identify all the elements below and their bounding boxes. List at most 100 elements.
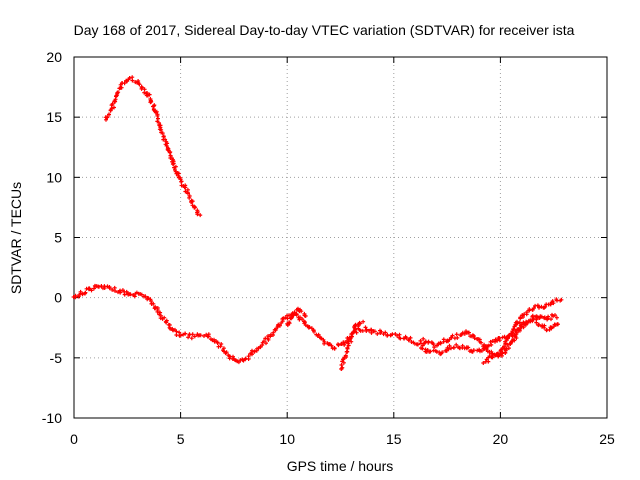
data-point (119, 85, 124, 90)
data-point (454, 332, 459, 337)
data-point (554, 315, 559, 320)
data-point (312, 329, 316, 334)
data-point (438, 341, 443, 346)
data-point (278, 323, 282, 328)
data-point (509, 340, 514, 345)
data-point (218, 344, 223, 349)
data-point (406, 338, 411, 343)
data-point (122, 81, 127, 86)
data-point (110, 102, 115, 106)
data-point (307, 325, 312, 330)
data-point (87, 286, 92, 291)
data-point (107, 112, 111, 117)
data-point (432, 345, 437, 350)
data-point (266, 337, 271, 342)
x-tick-label: 20 (493, 431, 509, 447)
data-point (404, 336, 409, 340)
data-point (156, 116, 160, 121)
data-point (497, 336, 502, 341)
data-point (273, 328, 278, 333)
data-point (329, 343, 334, 348)
data-point (553, 313, 557, 318)
data-point (112, 98, 117, 103)
data-point (490, 355, 495, 360)
data-point (397, 332, 402, 337)
series-early-arc (103, 75, 203, 218)
data-point (102, 286, 107, 290)
data-point (542, 325, 547, 330)
data-point (464, 329, 468, 334)
data-point (517, 320, 522, 325)
data-point (479, 340, 484, 345)
data-point (224, 350, 229, 355)
data-point (171, 161, 176, 166)
data-point (506, 336, 510, 341)
data-point (549, 317, 553, 322)
data-point (137, 82, 142, 87)
data-point (332, 346, 337, 350)
data-point (167, 150, 172, 155)
data-point (379, 329, 384, 334)
data-point (112, 285, 117, 290)
data-point (303, 314, 308, 318)
data-point (192, 334, 197, 339)
data-point (163, 137, 168, 142)
data-point (559, 297, 564, 302)
data-point (339, 363, 344, 367)
data-point (166, 146, 171, 151)
data-point (186, 191, 190, 196)
data-point (466, 345, 471, 350)
data-point (490, 339, 495, 343)
y-tick-label: 5 (54, 230, 62, 246)
y-tick-label: -5 (50, 350, 63, 366)
data-point (198, 333, 203, 338)
data-point (450, 333, 455, 338)
data-point (349, 339, 354, 344)
data-point (455, 335, 460, 340)
data-point (158, 125, 163, 130)
data-point (534, 320, 539, 325)
data-point (554, 297, 559, 302)
data-point (549, 325, 554, 330)
data-point (122, 292, 127, 297)
data-point (105, 115, 110, 120)
data-point (421, 336, 426, 341)
x-tick-label: 15 (386, 431, 402, 447)
y-tick-label: 20 (46, 49, 62, 65)
data-point (452, 345, 456, 350)
y-tick-label: 10 (46, 169, 62, 185)
data-point (530, 313, 535, 318)
data-point (441, 337, 446, 342)
data-point (357, 320, 362, 325)
data-point (420, 346, 425, 351)
data-point (179, 179, 184, 184)
data-point (127, 76, 132, 80)
data-point (341, 360, 346, 365)
data-point (252, 349, 257, 354)
data-point (510, 330, 515, 335)
series-main-track (71, 283, 559, 365)
data-point (428, 349, 433, 354)
data-point (142, 87, 147, 92)
data-point (271, 330, 276, 335)
data-point (482, 342, 487, 347)
data-point (471, 334, 476, 338)
data-point (361, 319, 366, 324)
data-point (174, 333, 179, 337)
data-point (202, 334, 206, 338)
data-point (350, 331, 355, 336)
data-point (514, 330, 519, 335)
data-point (340, 365, 345, 370)
data-point (190, 332, 195, 337)
y-tick-label: -10 (42, 410, 62, 426)
data-point (395, 333, 400, 338)
data-point (198, 213, 203, 218)
data-point (176, 171, 181, 176)
data-point (521, 325, 526, 330)
data-point (454, 342, 459, 347)
data-point (160, 131, 165, 136)
data-point (155, 309, 160, 314)
data-point (143, 294, 148, 299)
